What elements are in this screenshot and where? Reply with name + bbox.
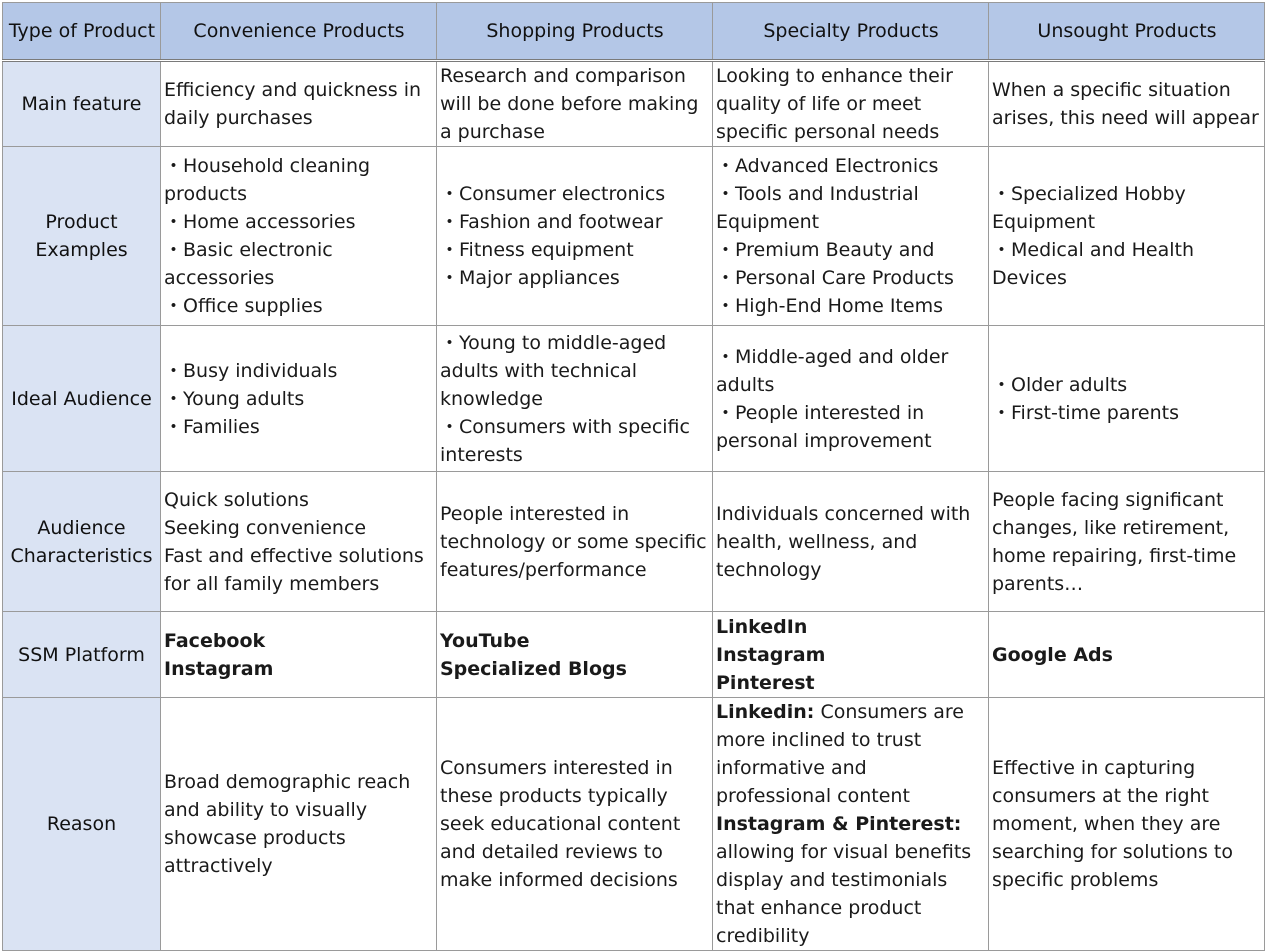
cell-line: ・Consumers with specific interests (440, 415, 690, 466)
cell-specialty: Linkedin: Consumers are more inclined to… (712, 697, 989, 951)
cell-line: ・People interested in personal improveme… (716, 401, 932, 452)
cell-line: People interested in technology or some … (440, 502, 707, 581)
cell-line: ・Home accessories (164, 211, 356, 233)
cell-line: ・Fitness equipment (440, 239, 634, 261)
cell-shopping: ・Consumer electronics ・Fashion and footwe… (436, 146, 713, 326)
row-label: Main feature (2, 60, 161, 147)
cell-line: ・Advanced Electronics (716, 155, 939, 177)
cell-unsought: Google Ads (988, 611, 1265, 698)
cell-line: Instagram (716, 643, 826, 666)
row-product-examples: Product Examples ・Household cleaning pro… (2, 146, 1265, 326)
cell-specialty: ・Middle-aged and older adults ・People int… (712, 325, 989, 472)
cell-line: ・Major appliances (440, 267, 620, 289)
header-corner: Type of Product (2, 2, 161, 62)
cell-line: Research and comparison will be done bef… (440, 65, 699, 143)
cell-line: LinkedIn (716, 615, 808, 638)
cell-line: Instagram (164, 657, 274, 680)
cell-line: People facing significant changes, like … (992, 488, 1237, 595)
reason-segment: Instagram & Pinterest: allowing for visu… (716, 810, 986, 950)
cell-unsought: People facing significant changes, like … (988, 471, 1265, 612)
cell-line: ・Medical and Health Devices (992, 239, 1195, 289)
cell-line: ・Older adults (992, 373, 1128, 396)
reason-segment: Linkedin: Consumers are more inclined to… (716, 699, 986, 811)
cell-line: Individuals concerned with health, welln… (716, 502, 971, 581)
cell-line: Pinterest (716, 671, 815, 694)
cell-line: Seeking convenience (164, 516, 367, 539)
cell-line: Specialized Blogs (440, 657, 627, 680)
cell-line: ・Consumer electronics (440, 183, 666, 205)
cell-line: ・Young to middle-aged adults with techni… (440, 331, 667, 410)
cell-line: Broad demographic reach and ability to v… (164, 771, 411, 877)
header-row: Type of Product Convenience Products Sho… (2, 2, 1265, 62)
cell-line: ・High-End Home Items (716, 295, 943, 317)
segment-heading: Instagram & Pinterest: (716, 813, 962, 835)
cell-line: ・Fashion and footwear (440, 211, 663, 233)
cell-convenience: ・Household cleaning products ・Home access… (160, 146, 437, 326)
cell-line: Fast and effective solutions for all fam… (164, 544, 424, 595)
cell-unsought: When a specific situation arises, this n… (988, 60, 1265, 147)
cell-line: Efficiency and quickness in daily purcha… (164, 79, 422, 129)
cell-line: ・Personal Care Products (716, 267, 954, 289)
cell-line: YouTube (440, 629, 530, 652)
row-label: SSM Platform (2, 611, 161, 698)
row-label: Audience Characteristics (2, 471, 161, 612)
cell-shopping: Consumers interested in these products t… (436, 697, 713, 951)
cell-convenience: Quick solutions Seeking convenience Fast a… (160, 471, 437, 612)
segment-text: allowing for visual benefits display and… (716, 841, 972, 947)
cell-line: ・Tools and Industrial Equipment (716, 183, 919, 233)
segment-heading: Linkedin: (716, 701, 815, 723)
cell-convenience: Facebook Instagram (160, 611, 437, 698)
cell-line: Quick solutions (164, 488, 309, 511)
cell-line: ・Busy individuals (164, 359, 338, 382)
cell-specialty: Individuals concerned with health, welln… (712, 471, 989, 612)
row-audience-characteristics: Audience Characteristics Quick solutions… (2, 471, 1265, 612)
header-shopping: Shopping Products (436, 2, 713, 62)
row-main-feature: Main feature Efficiency and quickness in… (2, 60, 1265, 147)
cell-line: ・First-time parents (992, 401, 1179, 424)
cell-shopping: ・Young to middle-aged adults with techni… (436, 325, 713, 472)
cell-convenience: ・Busy individuals ・Young adults ・Families (160, 325, 437, 472)
cell-line: Effective in capturing consumers at the … (992, 757, 1233, 891)
cell-line: ・Household cleaning products (164, 155, 371, 205)
row-ideal-audience: Ideal Audience ・Busy individuals ・Young a… (2, 325, 1265, 472)
row-label: Ideal Audience (2, 325, 161, 472)
row-label: Product Examples (2, 146, 161, 326)
cell-line: Facebook (164, 629, 266, 652)
cell-unsought: ・Older adults ・First-time parents (988, 325, 1265, 472)
cell-shopping: YouTube Specialized Blogs (436, 611, 713, 698)
header-specialty: Specialty Products (712, 2, 989, 62)
cell-line: Google Ads (992, 643, 1113, 666)
cell-line: Consumers interested in these products t… (440, 757, 681, 891)
cell-shopping: Research and comparison will be done bef… (436, 60, 713, 147)
row-ssm-platform: SSM Platform Facebook Instagram YouTube Sp… (2, 611, 1265, 698)
cell-line: When a specific situation arises, this n… (992, 79, 1259, 129)
cell-line: ・Young adults (164, 387, 305, 410)
cell-convenience: Broad demographic reach and ability to v… (160, 697, 437, 951)
cell-specialty: LinkedIn Instagram Pinterest (712, 611, 989, 698)
cell-line: ・Families (164, 415, 260, 438)
cell-specialty: ・Advanced Electronics ・Tools and Industri… (712, 146, 989, 326)
segment-text: Consumers are more inclined to trust inf… (716, 701, 964, 807)
cell-unsought: Effective in capturing consumers at the … (988, 697, 1265, 951)
row-label: Reason (2, 697, 161, 951)
cell-line: ・Basic electronic accessories (164, 239, 333, 289)
cell-line: ・Middle-aged and older adults (716, 345, 949, 396)
cell-shopping: People interested in technology or some … (436, 471, 713, 612)
cell-specialty: Looking to enhance their quality of life… (712, 60, 989, 147)
cell-line: ・Premium Beauty and (716, 239, 935, 261)
cell-unsought: ・Specialized Hobby Equipment ・Medical and… (988, 146, 1265, 326)
header-unsought: Unsought Products (988, 2, 1265, 62)
cell-line: ・Specialized Hobby Equipment (992, 183, 1186, 233)
cell-line: ・Office supplies (164, 295, 323, 317)
row-reason: Reason Broad demographic reach and abili… (2, 697, 1265, 951)
cell-convenience: Efficiency and quickness in daily purcha… (160, 60, 437, 147)
cell-line: Looking to enhance their quality of life… (716, 65, 953, 143)
header-convenience: Convenience Products (160, 2, 437, 62)
